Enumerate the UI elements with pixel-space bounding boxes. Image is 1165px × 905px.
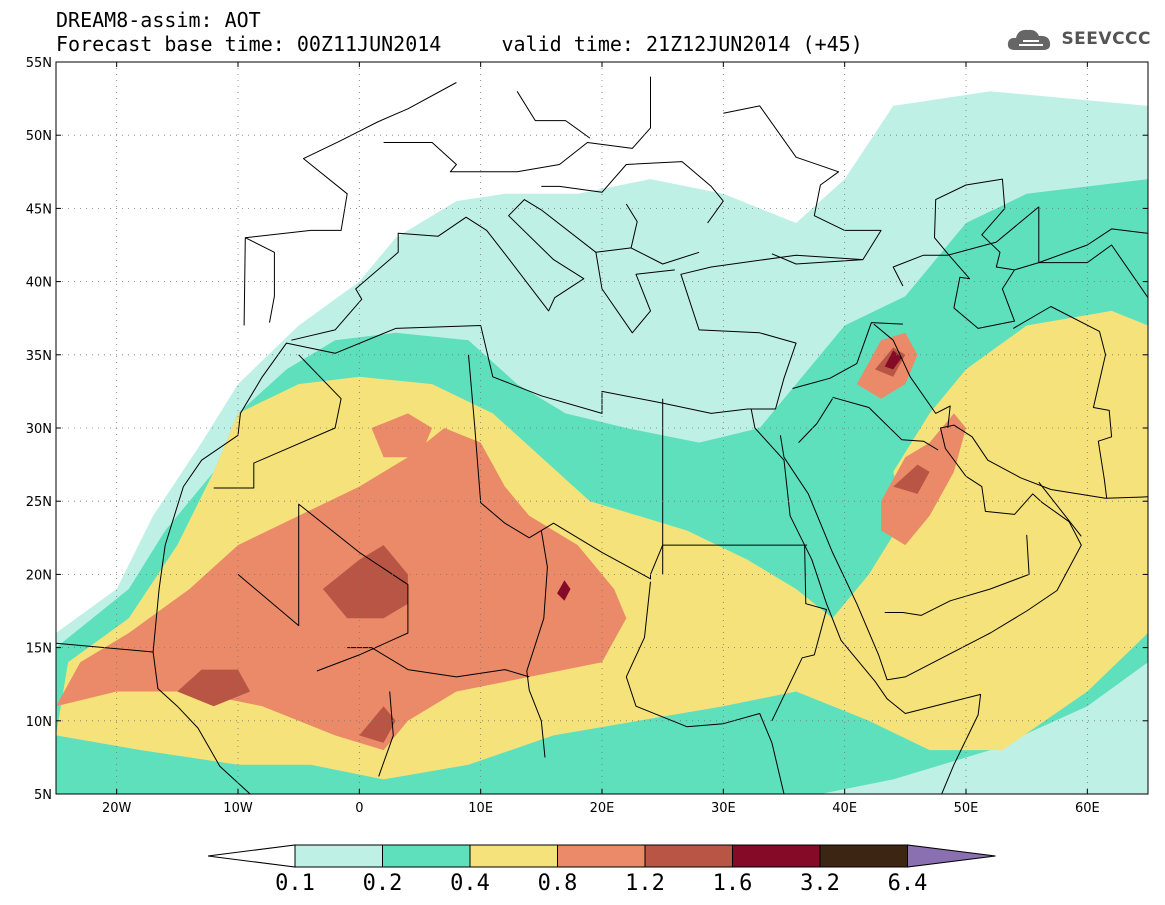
- colorbar: 0.1 0.2 0.4 0.8 1.2 1.6 3.2 6.4: [207, 844, 996, 896]
- colorbar-label: 6.4: [888, 871, 928, 896]
- coastline-segment: [213, 354, 342, 489]
- coastline-segment: [625, 581, 785, 794]
- forecast-time-line: Forecast base time: 00Z11JUN2014 valid t…: [56, 32, 863, 56]
- aot-band-0.8-algeria: [371, 413, 433, 458]
- coastline-segment: [526, 530, 548, 758]
- colorbar-segment: [732, 844, 821, 868]
- lat-tick-label: 25N: [26, 495, 52, 510]
- coastline-segment: [1038, 481, 1082, 537]
- lon-tick-label: 30E: [711, 801, 736, 816]
- coastline-segment: [723, 105, 882, 265]
- lat-tick-label: 30N: [26, 422, 52, 437]
- lat-tick-label: 35N: [26, 349, 52, 364]
- coastline-segment: [541, 161, 724, 224]
- coastline-segment: [1014, 244, 1148, 298]
- colorbar-under-arrow: [207, 844, 296, 868]
- coastline-segment: [832, 396, 939, 451]
- aot-band-1.6-bodele: [557, 580, 571, 601]
- seevccc-logo: SEEVCCC: [1005, 24, 1151, 54]
- lat-tick-label: 45N: [26, 202, 52, 217]
- coastline-segment: [892, 254, 948, 287]
- colorbar-label: 0.1: [275, 871, 315, 896]
- coastline-segment: [56, 642, 252, 794]
- colorbar-label: 0.4: [450, 871, 490, 896]
- aot-band-1.6-iraq: [884, 350, 902, 370]
- colorbar-segment: [469, 844, 558, 868]
- lon-tick-label: 60E: [1075, 801, 1100, 816]
- lat-tick-label: 50N: [26, 129, 52, 144]
- colorbar-segment: [644, 844, 733, 868]
- map-title: DREAM8-assim: AOT: [56, 8, 261, 32]
- lon-tick-label: 20E: [590, 801, 615, 816]
- cloud-logo-icon: [1008, 29, 1051, 50]
- coastline-segment: [245, 237, 275, 323]
- coastline-segment: [347, 647, 530, 678]
- lon-tick-label: 40E: [832, 801, 857, 816]
- coastline-segment: [771, 545, 827, 722]
- lon-tick-label: 10E: [468, 801, 493, 816]
- lat-tick-label: 20N: [26, 568, 52, 583]
- coastline-segment: [750, 408, 982, 794]
- coastline-segment: [468, 354, 808, 580]
- coastline-segment: [630, 247, 700, 265]
- colorbar-label: 0.8: [538, 871, 578, 896]
- coastline-segment: [792, 322, 903, 389]
- coastline-segment: [237, 503, 409, 672]
- colorbar-segment: [819, 844, 908, 868]
- lon-tick-label: 10W: [223, 801, 253, 816]
- coastline-segment: [383, 76, 651, 173]
- coastline-segment: [1013, 306, 1113, 499]
- lon-axis: 20W 10W 0 10E 20E 30E 40E 50E 60E: [102, 62, 1100, 816]
- lat-tick-label: 15N: [26, 642, 52, 657]
- lat-tick-label: 10N: [26, 715, 52, 730]
- aot-band-1.2-gulf: [893, 464, 930, 494]
- aot-band-1.2-west: [177, 669, 251, 707]
- coastline-segment: [291, 199, 675, 341]
- coastline-segment: [884, 534, 1030, 616]
- coastline-segment: [779, 424, 1148, 681]
- coastline-segment: [516, 91, 591, 139]
- lat-axis: 5N 10N 15N 20N 25N 30N 35N 40N 45N 50N 55N: [26, 56, 1148, 803]
- coastline-segment: [873, 323, 951, 429]
- colorbar-label: 1.6: [713, 871, 753, 896]
- lat-tick-label: 5N: [34, 788, 52, 803]
- lat-tick-label: 55N: [26, 56, 52, 71]
- brand-name: SEEVCCC: [1061, 29, 1151, 49]
- aot-band-1.2-south: [359, 706, 396, 743]
- colorbar-label: 1.2: [625, 871, 665, 896]
- coastline-segment: [595, 203, 638, 253]
- coastlines: [56, 76, 1148, 794]
- lon-tick-label: 20W: [102, 801, 132, 816]
- colorbar-label: 0.2: [363, 871, 403, 896]
- coastline-segment: [243, 82, 457, 326]
- coastline-segment: [798, 398, 833, 443]
- lat-tick-label: 40N: [26, 276, 52, 291]
- colorbar-segment: [557, 844, 646, 868]
- colorbar-segment: [294, 844, 383, 868]
- colorbar-label: 3.2: [800, 871, 840, 896]
- coastline-segment: [152, 254, 863, 653]
- lon-tick-label: 0: [355, 801, 363, 816]
- coastline-segment: [378, 691, 394, 777]
- colorbar-over-arrow: [907, 844, 996, 868]
- aot-band-1.2-mali: [322, 545, 408, 619]
- aot-field: [56, 91, 1148, 794]
- colorbar-segment: [382, 844, 471, 868]
- lon-tick-label: 50E: [954, 801, 979, 816]
